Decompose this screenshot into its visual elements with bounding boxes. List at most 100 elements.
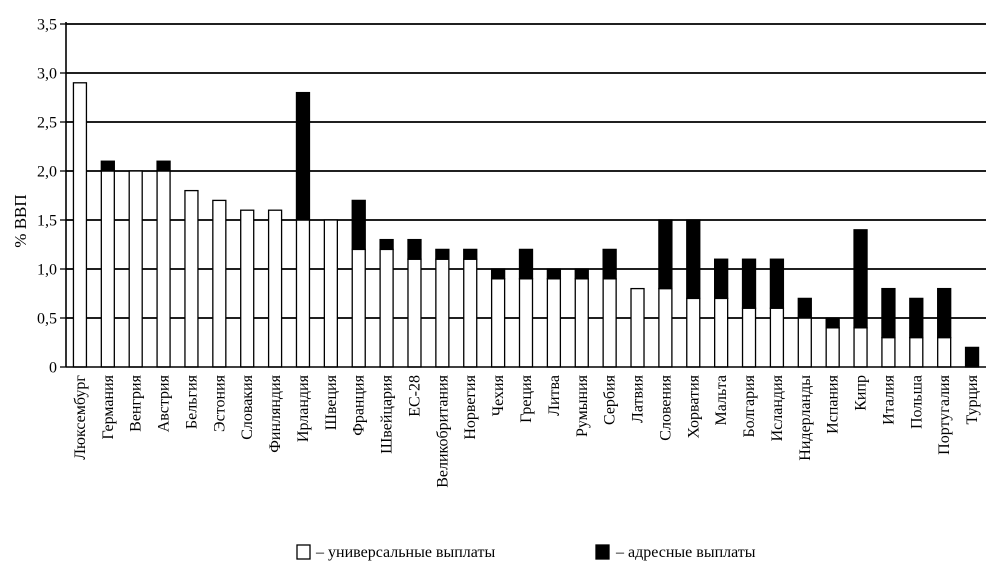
bar-universal	[100, 170, 115, 368]
bar-targeted	[714, 258, 729, 300]
bar-universal	[463, 258, 478, 368]
bar-universal	[379, 248, 394, 368]
x-tick-label: Франция	[351, 374, 368, 435]
bar-universal	[853, 327, 868, 368]
bar-universal	[156, 170, 171, 368]
bar-targeted	[546, 268, 562, 280]
bar-universal	[128, 170, 143, 368]
bar-targeted	[797, 297, 812, 319]
x-tick-label: Кипр	[853, 375, 870, 411]
legend-swatch-universal	[296, 544, 311, 560]
bar-targeted	[407, 238, 422, 260]
x-tick-label: Хорватия	[685, 374, 702, 438]
x-tick-label: Латвия	[630, 374, 647, 423]
x-tick-label: Греция	[518, 374, 535, 422]
x-tick-label: Польша	[908, 375, 925, 429]
bar-universal	[714, 297, 729, 368]
x-tick-label: Австрия	[156, 374, 173, 432]
axes	[60, 22, 986, 368]
y-tick-label: 1,5	[37, 213, 57, 230]
x-tick-label: Испания	[825, 374, 842, 433]
x-tick-label: Исландия	[769, 374, 786, 441]
bar-universal	[574, 278, 589, 368]
bar-universal	[546, 278, 562, 368]
y-tick-labels: 0 0,5 1,0 1,5 2,0 2,5 3,0 3,5	[37, 17, 57, 377]
y-tick-label: 0,5	[37, 311, 57, 328]
bar-targeted	[574, 268, 589, 280]
bar-targeted	[686, 219, 701, 300]
x-tick-label: Германия	[100, 374, 117, 439]
bar-universal	[602, 278, 617, 368]
bar-universal	[658, 287, 673, 368]
bars	[72, 82, 980, 368]
x-tick-label: ЕС-28	[406, 375, 423, 417]
x-tick-label: Португалия	[936, 374, 953, 454]
bar-targeted	[769, 258, 785, 309]
x-tick-label: Финляндия	[267, 374, 284, 452]
bar-targeted	[853, 229, 868, 329]
bar-targeted	[825, 317, 840, 329]
x-tick-label: Италия	[880, 374, 897, 425]
legend-label-targeted: – адресные выплаты	[615, 544, 756, 561]
x-tick-label: Болгария	[741, 374, 758, 437]
x-tick-label: Турция	[964, 374, 981, 424]
bar-universal	[267, 209, 283, 368]
bar-universal	[212, 199, 227, 368]
bar-universal	[518, 278, 534, 368]
bar-universal	[881, 336, 896, 368]
bar-universal	[351, 248, 366, 368]
x-tick-label: Великобритания	[434, 374, 451, 487]
x-tick-label: Мальта	[713, 375, 730, 425]
bar-universal	[686, 297, 701, 368]
bar-universal	[937, 336, 952, 368]
bar-universal	[72, 82, 88, 368]
x-tick-label: Румыния	[574, 374, 591, 437]
x-tick-label: Норвегия	[462, 374, 479, 439]
bar-universal	[630, 287, 645, 368]
bar-targeted	[379, 238, 394, 251]
x-tick-label: Словения	[657, 374, 674, 440]
bar-universal	[769, 307, 785, 368]
bar-universal	[741, 307, 757, 368]
bar-targeted	[435, 248, 450, 260]
bar-targeted	[295, 91, 311, 221]
bar-targeted	[937, 287, 952, 339]
bar-targeted	[156, 160, 171, 172]
x-tick-label: Чехия	[490, 374, 507, 416]
y-tick-label: 2,5	[37, 115, 57, 132]
x-tick-label: Швеция	[323, 374, 340, 430]
bar-universal	[435, 258, 450, 368]
y-tick-label: 2,0	[37, 164, 57, 181]
bar-universal	[240, 209, 255, 368]
bar-universal	[295, 219, 311, 368]
x-tick-labels: Люксембург Германия Венгрия Австрия Бельгия Э…	[72, 374, 981, 487]
bar-targeted	[100, 160, 115, 172]
bar-targeted	[463, 248, 478, 260]
x-tick-label: Бельгия	[183, 374, 200, 429]
bar-universal	[184, 189, 199, 368]
bar-targeted	[741, 258, 757, 309]
x-tick-label: Литва	[546, 375, 563, 416]
bar-targeted	[964, 346, 980, 368]
bar-targeted	[602, 248, 617, 280]
y-axis-title: % ВВП	[11, 194, 30, 247]
x-tick-label: Нидерланды	[797, 375, 814, 461]
bar-universal	[909, 336, 924, 368]
legend: – универсальные выплаты – адресные выпла…	[296, 544, 756, 561]
bar-targeted	[658, 219, 673, 290]
bar-targeted	[351, 199, 366, 251]
bar-universal	[797, 317, 812, 368]
bar-universal	[323, 219, 338, 368]
bar-targeted	[909, 297, 924, 339]
bar-targeted	[881, 287, 896, 339]
x-tick-label: Люксембург	[72, 375, 89, 460]
x-tick-label: Швейцария	[379, 374, 396, 453]
x-tick-label: Ирландия	[295, 374, 312, 442]
y-tick-label: 3,0	[37, 66, 57, 83]
x-tick-label: Эстония	[211, 374, 228, 432]
legend-label-universal: – универсальные выплаты	[315, 544, 495, 561]
bar-universal	[490, 278, 506, 368]
bar-targeted	[518, 248, 534, 280]
y-tick-label: 1,0	[37, 262, 57, 279]
